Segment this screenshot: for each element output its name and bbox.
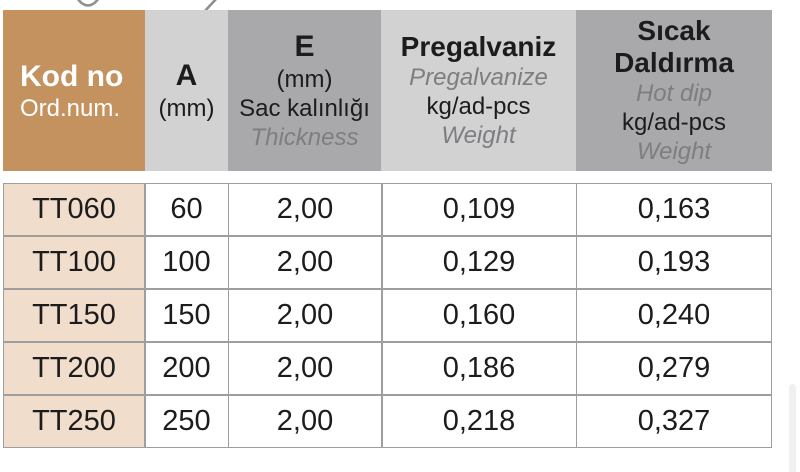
cell-kod-no: TT060	[4, 184, 144, 236]
cell-kod-no: TT100	[4, 236, 144, 289]
cell-pregalvaniz-weight: 0,129	[382, 236, 576, 289]
cell-hot-dip-weight: 0,327	[577, 395, 771, 447]
cell-a-mm: 100	[145, 236, 228, 289]
cell-e-thickness: 2,00	[229, 395, 381, 447]
cell-a-mm: 250	[145, 395, 228, 447]
cell-e-thickness: 2,00	[229, 184, 381, 236]
col-unit-weight-en: Weight	[636, 138, 712, 165]
cell-kod-no: TT250	[4, 395, 144, 447]
cell-e-thickness: 2,00	[229, 289, 381, 342]
col-title-pregalvanize-en: Pregalvanize	[409, 64, 548, 91]
col-title-sicak: Sıcak	[637, 15, 711, 46]
col-title-e: E	[294, 30, 315, 63]
table-header: Kod no Ord.num. A (mm) E (mm) Sac kalınl…	[3, 10, 772, 171]
cell-hot-dip-weight: 0,240	[577, 289, 771, 342]
cell-hot-dip-weight: 0,163	[577, 184, 771, 236]
col-title-a: A	[175, 59, 198, 92]
col-unit-kg-ad-pcs: kg/ad-pcs	[426, 93, 531, 120]
cell-a-mm: 200	[145, 342, 228, 395]
col-title-pregalvaniz: Pregalvaniz	[400, 31, 557, 62]
col-unit-e-mm: (mm)	[276, 66, 333, 93]
header-cell-kod-no: Kod no Ord.num.	[3, 10, 145, 171]
header-cell-pregalvaniz: Pregalvaniz Pregalvanize kg/ad-pcs Weigh…	[381, 10, 576, 171]
header-cell-sicak-daldirma: Sıcak Daldırma Hot dip kg/ad-pcs Weight	[576, 10, 772, 171]
col-title-kod-no: Kod no	[20, 59, 124, 93]
cell-pregalvaniz-weight: 0,109	[382, 184, 576, 236]
header-cell-a: A (mm)	[145, 10, 228, 171]
cell-kod-no: TT150	[4, 289, 144, 342]
header-cell-e-thickness: E (mm) Sac kalınlığı Thickness	[228, 10, 381, 171]
cell-hot-dip-weight: 0,193	[577, 236, 771, 289]
page-edge-artifact	[789, 384, 796, 472]
cell-hot-dip-weight: 0,279	[577, 342, 771, 395]
col-desc-sac-kalinligi: Sac kalınlığı	[239, 95, 370, 122]
cell-pregalvaniz-weight: 0,160	[382, 289, 576, 342]
cell-kod-no: TT200	[4, 342, 144, 395]
cropped-title-fragments	[76, 0, 217, 12]
cell-a-mm: 150	[145, 289, 228, 342]
table-body: TT060 60 2,00 0,109 0,163 TT100 100 2,00…	[3, 183, 772, 448]
col-unit-kg-ad-pcs: kg/ad-pcs	[621, 109, 727, 136]
cell-a-mm: 60	[145, 184, 228, 236]
col-title-daldirma: Daldırma	[614, 47, 734, 78]
cell-pregalvaniz-weight: 0,186	[382, 342, 576, 395]
col-unit-a-mm: (mm)	[158, 95, 215, 122]
cell-pregalvaniz-weight: 0,218	[382, 395, 576, 447]
col-desc-thickness: Thickness	[250, 124, 359, 151]
col-unit-weight-en: Weight	[441, 122, 516, 149]
col-subtitle-ord-num: Ord.num.	[20, 94, 121, 122]
cell-e-thickness: 2,00	[229, 342, 381, 395]
cell-e-thickness: 2,00	[229, 236, 381, 289]
col-title-hot-dip-en: Hot dip	[635, 80, 713, 107]
